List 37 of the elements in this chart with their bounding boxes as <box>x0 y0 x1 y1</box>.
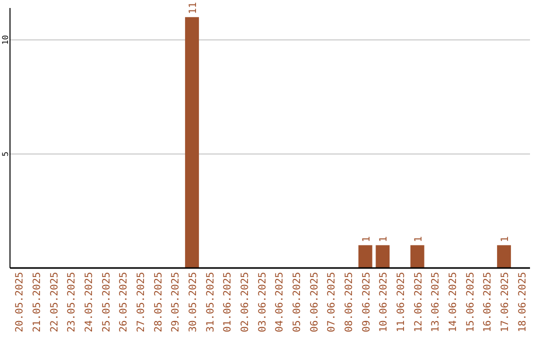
x-tick-label: 21.05.2025 <box>32 272 43 332</box>
x-tick-label: 26.05.2025 <box>118 272 130 332</box>
x-tick-label: 24.05.2025 <box>84 272 95 332</box>
data-label: 1 <box>361 236 372 242</box>
x-tick-label: 07.06.2025 <box>326 272 338 332</box>
x-tick-label: 16.06.2025 <box>482 272 494 332</box>
x-tick-label: 27.05.2025 <box>136 272 147 332</box>
x-tick-label: 09.06.2025 <box>361 272 372 332</box>
x-tick-label: 28.05.2025 <box>153 272 164 332</box>
x-tick-label: 20.05.2025 <box>14 272 26 332</box>
x-tick-label: 04.06.2025 <box>274 272 286 332</box>
data-label: 1 <box>378 236 390 242</box>
x-tick-label: 25.05.2025 <box>101 272 112 332</box>
x-tick-label: 03.06.2025 <box>257 272 268 332</box>
y-tick-label: 5 <box>1 151 10 156</box>
x-tick-label: 14.06.2025 <box>448 272 459 332</box>
x-tick-label: 06.06.2025 <box>309 272 320 332</box>
x-tick-label: 05.06.2025 <box>292 272 303 332</box>
x-tick-label: 18.06.2025 <box>517 272 528 332</box>
x-tick-label: 22.05.2025 <box>49 272 60 332</box>
x-tick-label: 08.06.2025 <box>344 272 355 332</box>
x-tick-label: 13.06.2025 <box>430 272 442 332</box>
data-label: 11 <box>188 2 199 14</box>
x-tick-label: 02.06.2025 <box>240 272 251 332</box>
x-tick-label: 31.05.2025 <box>205 272 216 332</box>
x-tick-label: 10.06.2025 <box>378 272 390 332</box>
x-tick-label: 30.05.2025 <box>188 272 199 332</box>
data-label: 1 <box>413 236 424 242</box>
x-tick-label: 15.06.2025 <box>465 272 476 332</box>
x-tick-label: 17.06.2025 <box>500 272 511 332</box>
data-label: 1 <box>500 236 511 242</box>
y-tick-label: 10 <box>1 34 10 45</box>
x-tick-label: 23.05.2025 <box>66 272 78 332</box>
x-tick-label: 29.05.2025 <box>170 272 182 332</box>
x-tick-label: 12.06.2025 <box>413 272 424 332</box>
x-tick-label: 11.06.2025 <box>396 272 407 332</box>
x-tick-label: 01.06.2025 <box>222 272 234 332</box>
